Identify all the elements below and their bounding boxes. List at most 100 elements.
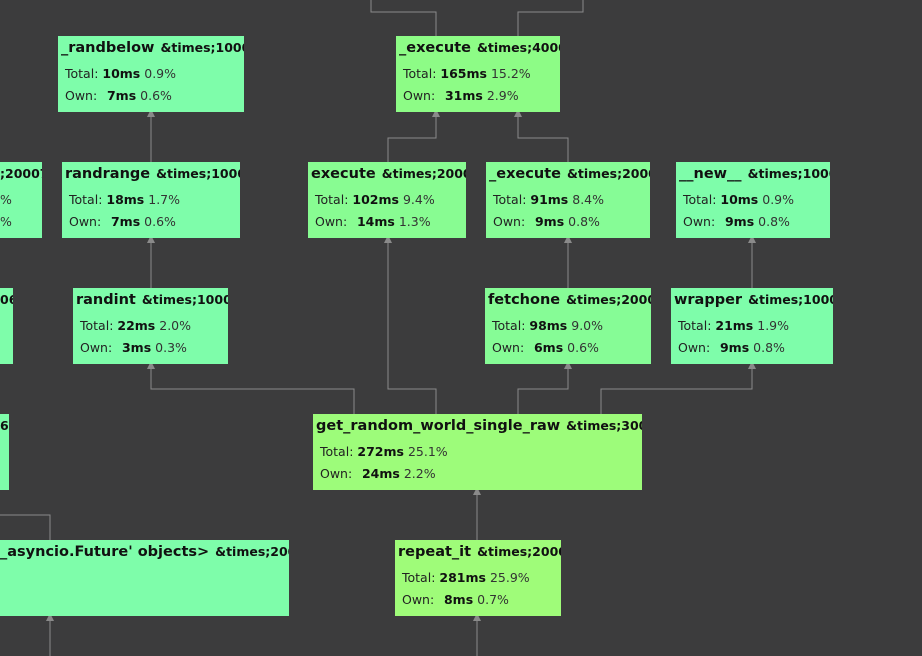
total-ms: 165ms	[440, 66, 487, 81]
own-label: Own:	[402, 592, 435, 607]
total-label: Total:	[402, 570, 436, 585]
total-ms: 102ms	[352, 192, 399, 207]
node-count: &times;20000	[381, 166, 466, 181]
own-ms: 31ms	[444, 88, 483, 103]
node-asyncio-future[interactable]: _asyncio.Future' objects> &times;20002	[0, 540, 289, 616]
total-label: Total:	[320, 444, 354, 459]
total-label: Total:	[678, 318, 712, 333]
node-count: &times;20001	[477, 544, 561, 559]
total-label: Total:	[315, 192, 349, 207]
own-label: Own:	[65, 88, 98, 103]
node-count: &times;10000	[141, 292, 228, 307]
total-ms: 98ms	[529, 318, 568, 333]
own-pct: 1.3%	[398, 214, 431, 229]
total-ms: 21ms	[715, 318, 754, 333]
node-count: &times;10000	[748, 292, 833, 307]
node-count: &times;40002	[476, 40, 560, 55]
node-count: ;20007	[0, 166, 42, 181]
node-name: __new__	[679, 166, 742, 182]
total-pct: 15.2%	[490, 66, 531, 81]
total-pct: 1.9%	[757, 318, 790, 333]
node-randint[interactable]: randint&times;10000 Total: 22ms 2.0% Own…	[73, 288, 228, 364]
total-ms: 22ms	[117, 318, 156, 333]
own-pct: 0.6%	[144, 214, 176, 229]
node-randrange[interactable]: randrange&times;10000 Total: 18ms 1.7% O…	[62, 162, 240, 238]
total-ms: 272ms	[357, 444, 404, 459]
node-name: _asyncio.Future' objects>	[0, 544, 210, 560]
total-pct: 9.0%	[571, 318, 604, 333]
node-count: 06	[0, 292, 13, 307]
node-fetchone[interactable]: fetchone&times;20000 Total: 98ms 9.0% Ow…	[485, 288, 651, 364]
node-randbelow[interactable]: _randbelow&times;10000 Total: 10ms 0.9% …	[58, 36, 244, 112]
edge	[370, 0, 437, 36]
node-get-random-world-single-raw[interactable]: get_random_world_single_raw&times;30000 …	[313, 414, 642, 490]
node-new[interactable]: __new__ &times;10000 Total: 10ms 0.9% Own…	[676, 162, 830, 238]
node-execute-2[interactable]: _execute&times;20000 Total: 91ms 8.4% Ow…	[486, 162, 650, 238]
total-label: Total:	[69, 192, 103, 207]
total-pct: %	[0, 192, 12, 207]
own-ms: 3ms	[121, 340, 152, 355]
own-ms: 14ms	[356, 214, 395, 229]
node-count: &times;30000	[566, 418, 642, 433]
own-pct: 0.6%	[140, 88, 172, 103]
total-pct: 0.9%	[144, 66, 177, 81]
node-left-partial-2[interactable]: 06	[0, 288, 13, 364]
total-ms: 10ms	[720, 192, 759, 207]
total-pct: 25.9%	[489, 570, 530, 585]
node-name: execute	[311, 166, 376, 182]
node-execute[interactable]: execute&times;20000 Total: 102ms 9.4% Ow…	[308, 162, 466, 238]
own-pct: 0.8%	[758, 214, 790, 229]
edge	[517, 361, 572, 414]
node-name: randint	[76, 292, 136, 308]
edge	[147, 361, 355, 414]
node-name: _execute	[399, 40, 471, 56]
own-label: Own:	[683, 214, 716, 229]
node-name: fetchone	[488, 292, 561, 308]
node-name: get_random_world_single_raw	[316, 418, 561, 434]
own-label: Own:	[492, 340, 525, 355]
node-count: &times;10000	[160, 40, 244, 55]
own-label: Own:	[493, 214, 526, 229]
node-left-partial[interactable]: ;20007 % %	[0, 162, 42, 238]
own-pct: 0.3%	[155, 340, 187, 355]
node-count: &times;10000	[747, 166, 830, 181]
node-name: _randbelow	[61, 40, 155, 56]
node-execute-top[interactable]: _execute&times;40002 Total: 165ms 15.2% …	[396, 36, 560, 112]
node-count: &times;20000	[566, 166, 650, 181]
total-pct: 25.1%	[407, 444, 448, 459]
node-left-partial-3[interactable]: 6	[0, 414, 9, 490]
node-count: &times;20002	[215, 544, 289, 559]
total-label: Total:	[80, 318, 114, 333]
edge	[514, 109, 569, 162]
node-name: _execute	[489, 166, 561, 182]
node-name: wrapper	[674, 292, 743, 308]
total-label: Total:	[493, 192, 527, 207]
own-label: Own:	[403, 88, 436, 103]
own-ms: 9ms	[724, 214, 755, 229]
total-ms: 18ms	[106, 192, 145, 207]
node-name: repeat_it	[398, 544, 472, 560]
own-ms: 8ms	[443, 592, 474, 607]
node-count: &times;10000	[156, 166, 240, 181]
own-pct: 0.8%	[568, 214, 600, 229]
own-ms: 9ms	[719, 340, 750, 355]
own-ms: 24ms	[361, 466, 400, 481]
own-label: Own:	[678, 340, 711, 355]
total-label: Total:	[65, 66, 99, 81]
own-ms: 7ms	[110, 214, 141, 229]
own-pct: 0.6%	[567, 340, 599, 355]
edge	[384, 235, 437, 414]
total-label: Total:	[683, 192, 717, 207]
total-ms: 10ms	[102, 66, 141, 81]
total-label: Total:	[403, 66, 437, 81]
own-pct: %	[0, 214, 12, 229]
node-wrapper[interactable]: wrapper&times;10000 Total: 21ms 1.9% Own…	[671, 288, 833, 364]
own-label: Own:	[320, 466, 353, 481]
own-label: Own:	[69, 214, 102, 229]
total-pct: 1.7%	[148, 192, 181, 207]
total-pct: 2.0%	[159, 318, 192, 333]
node-name: randrange	[65, 166, 151, 182]
node-repeat-it[interactable]: repeat_it&times;20001 Total: 281ms 25.9%…	[395, 540, 561, 616]
total-ms: 91ms	[530, 192, 569, 207]
